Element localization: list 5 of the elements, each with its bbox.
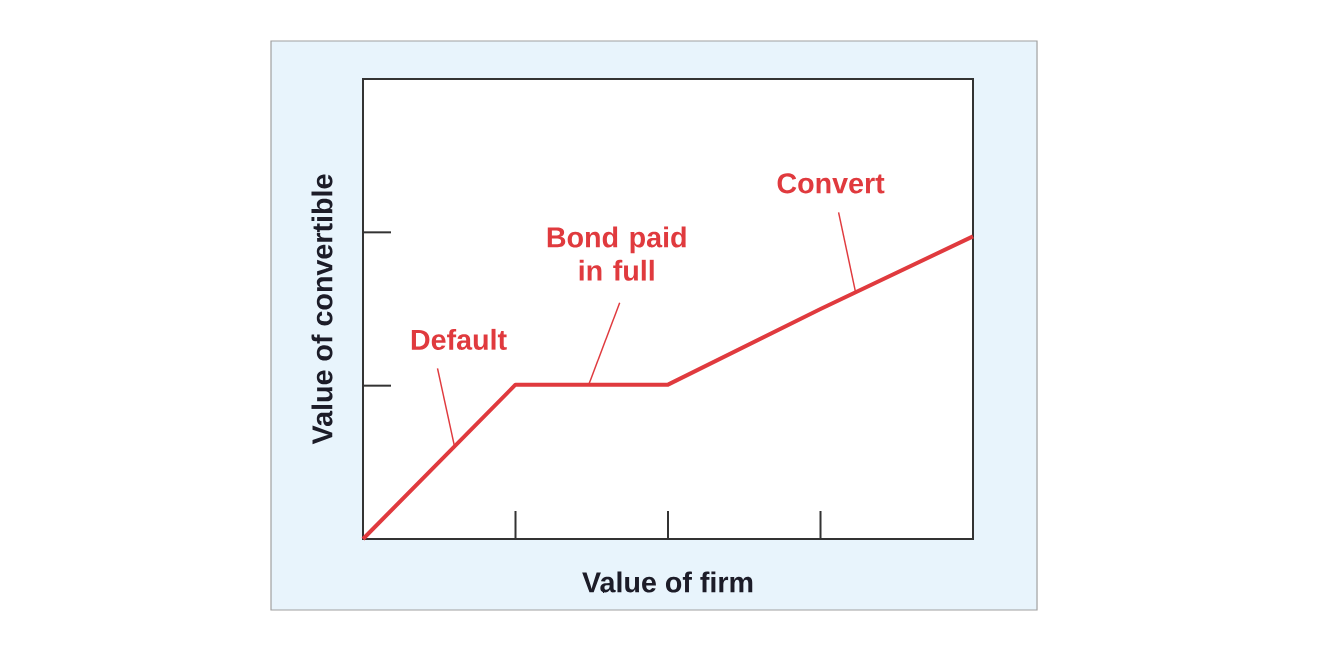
text: Convert: [777, 173, 885, 194]
y-axis-title: Value of convertible: [311, 174, 333, 445]
x-axis-title: Value of firm: [582, 571, 753, 593]
annotation: Bond paid in full: [547, 226, 686, 281]
annotation: Default: [411, 328, 507, 350]
